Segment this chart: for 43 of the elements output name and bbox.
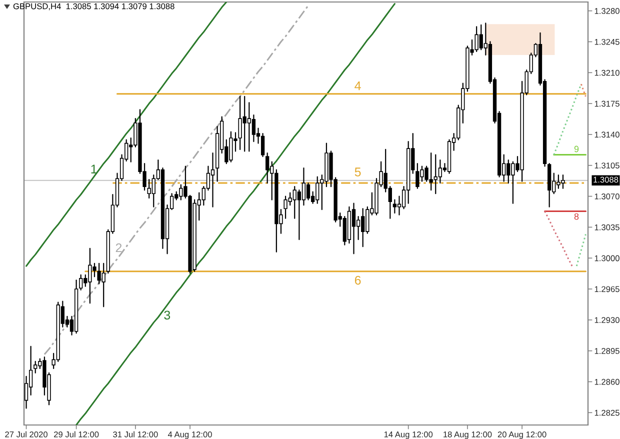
series-label: 2 (116, 243, 122, 252)
candlestick (210, 152, 215, 208)
candlestick (260, 133, 265, 158)
x-tick-label: 4 Aug 12:00 (168, 431, 212, 439)
y-tick-label: 1.3140 (594, 132, 620, 138)
y-tick-label: 1.3245 (594, 38, 620, 45)
candlestick (392, 199, 397, 214)
y-tick-label: 1.2860 (594, 378, 620, 385)
candlestick (266, 152, 270, 184)
x-tick-label: 31 Jul 12:00 (113, 431, 158, 438)
line-series (544, 210, 573, 267)
series-label: 3 (164, 310, 170, 320)
x-tick-label: 14 Aug 12:00 (384, 431, 433, 439)
candlestick (79, 274, 83, 290)
chart-title: GBPUSD,H4 1.3085 1.3094 1.3079 1.3088 (13, 3, 174, 10)
candlestick (34, 360, 38, 374)
series-label: 1 (91, 164, 97, 174)
y-tick-label: 1.3000 (594, 255, 620, 262)
y-tick-label: 1.3105 (594, 162, 620, 168)
y-tick-label: 1.3035 (594, 224, 620, 230)
series-label: 5 (354, 168, 361, 176)
candlestick (302, 167, 306, 206)
x-tick-label: 20 Aug 12:00 (498, 431, 546, 439)
x-tick-label: 27 Jul 2020 (5, 431, 48, 438)
series-label: 4 (354, 81, 361, 90)
y-tick-label: 1.2965 (594, 286, 620, 292)
y-tick-label: 1.2930 (594, 317, 620, 324)
series-label: 9 (574, 146, 579, 152)
ref-line-label: 1.3088 (594, 176, 618, 183)
y-tick-label: 1.3070 (594, 193, 620, 200)
x-tick-label: 18 Aug 12:00 (444, 431, 492, 439)
candlestick (252, 114, 256, 142)
y-tick-label: 1.3280 (594, 8, 620, 14)
y-tick-label: 1.3210 (594, 70, 620, 76)
candlestick (438, 160, 442, 184)
candlestick (306, 182, 310, 200)
x-tick-label: 29 Jul 12:00 (54, 431, 99, 438)
y-tick-label: 1.3175 (594, 100, 620, 107)
series-label: 6 (354, 276, 361, 285)
y-tick-label: 1.2825 (594, 410, 620, 416)
series-label: 8 (574, 213, 579, 220)
candlestick (352, 202, 356, 254)
y-tick-label: 1.2895 (594, 348, 620, 354)
